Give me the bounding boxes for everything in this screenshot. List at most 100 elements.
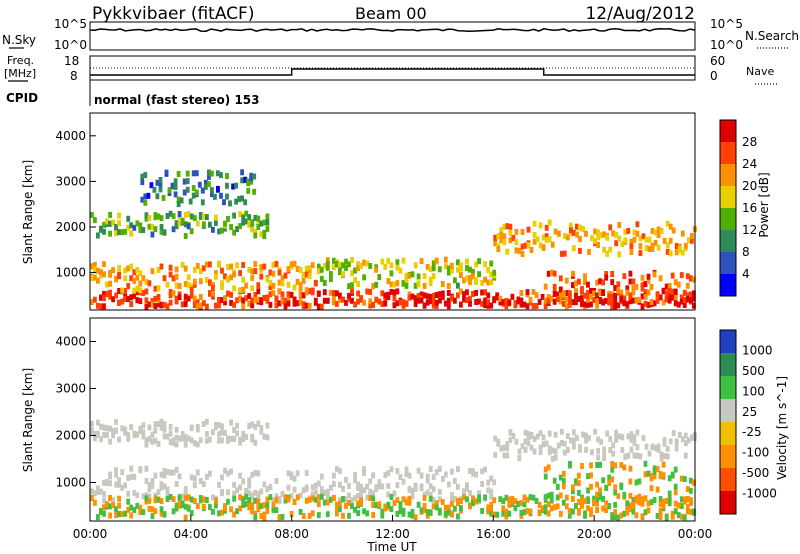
echo-cell: [620, 240, 625, 247]
echo-cell: [480, 300, 484, 307]
echo-cell: [549, 497, 554, 504]
colorbar-tick-label: -500: [742, 466, 769, 480]
echo-cell: [437, 465, 442, 472]
echo-cell: [598, 296, 602, 303]
echo-cell: [189, 228, 194, 235]
echo-cell: [195, 441, 200, 448]
echo-cell: [552, 504, 557, 511]
echo-cell: [93, 490, 97, 497]
echo-cell: [286, 300, 291, 307]
echo-cell: [440, 294, 445, 301]
echo-cell: [586, 293, 590, 300]
echo-cell: [622, 297, 627, 303]
echo-cell: [577, 472, 581, 479]
echo-cell: [419, 483, 424, 490]
echo-cell: [561, 300, 566, 307]
echo-cell: [353, 477, 357, 484]
echo-cell: [440, 281, 445, 287]
echo-cell: [292, 499, 297, 505]
echo-cell: [141, 290, 146, 296]
echo-cell: [631, 297, 636, 304]
echo-cell: [502, 233, 507, 240]
echo-cell: [93, 266, 97, 273]
echo-cell: [150, 506, 155, 513]
echo-cell: [516, 500, 521, 507]
echo-cell: [153, 497, 158, 504]
echo-cell: [114, 506, 118, 513]
echo-cell: [135, 285, 140, 292]
echo-cell: [680, 249, 685, 256]
echo-cell: [319, 275, 324, 282]
echo-cell: [586, 290, 590, 296]
echo-cell: [191, 170, 196, 177]
echo-cell: [262, 263, 267, 270]
echo-cell: [220, 489, 224, 495]
echo-cell: [205, 303, 209, 310]
echo-cell: [144, 441, 149, 448]
echo-cell: [419, 291, 424, 298]
echo-cell: [244, 210, 249, 217]
echo-cell: [120, 298, 125, 305]
echo-cell: [240, 177, 244, 184]
echo-cell: [332, 472, 336, 479]
echo-cell: [446, 269, 451, 276]
colorbar-tick-label: 16: [742, 201, 757, 215]
echo-cell: [528, 508, 533, 515]
echo-cell: [682, 476, 687, 483]
echo-cell: [219, 172, 223, 179]
echo-cell: [640, 303, 645, 310]
echo-cell: [189, 424, 194, 431]
echo-cell: [167, 187, 172, 194]
echo-cell: [180, 217, 185, 224]
echo-cell: [322, 263, 327, 269]
echo-cell: [453, 477, 457, 484]
echo-cell: [232, 511, 236, 518]
echo-cell: [150, 513, 155, 520]
echo-cell: [504, 298, 509, 304]
echo-cell: [413, 514, 418, 521]
echo-cell: [635, 221, 640, 228]
echo-cell: [111, 497, 115, 504]
echo-cell: [132, 287, 137, 294]
echo-cell: [216, 170, 220, 177]
echo-cell: [214, 497, 218, 504]
echo-cell: [668, 223, 673, 230]
echo-cell: [616, 302, 621, 309]
echo-cell: [186, 211, 191, 217]
echo-cell: [655, 291, 660, 298]
echo-cell: [256, 220, 261, 227]
echo-cell: [486, 479, 491, 486]
echo-cell: [431, 265, 436, 272]
echo-cell: [661, 299, 666, 306]
echo-cell: [622, 491, 627, 498]
echo-cell: [492, 297, 497, 304]
echo-cell: [322, 289, 327, 296]
echo-cell: [543, 508, 548, 515]
echo-cell: [664, 290, 669, 297]
echo-cell: [194, 170, 199, 177]
echo-cell: [244, 487, 249, 494]
echo-cell: [332, 264, 336, 271]
echo-cell: [225, 173, 229, 179]
echo-cell: [347, 296, 351, 303]
echo-cell: [662, 437, 667, 443]
echo-cell: [531, 303, 536, 310]
echo-cell: [332, 257, 336, 264]
echo-cell: [359, 262, 363, 269]
echo-cell: [422, 292, 427, 299]
time-tick-label: 00:00: [73, 527, 108, 541]
echo-cell: [322, 297, 327, 304]
echo-cell: [477, 271, 481, 278]
echo-cell: [514, 247, 519, 254]
echo-cell: [392, 500, 397, 507]
echo-cell: [465, 265, 469, 272]
echo-cell: [301, 303, 306, 310]
echo-cell: [581, 431, 585, 438]
echo-cell: [289, 493, 294, 500]
echo-cell: [265, 276, 270, 283]
echo-cell: [505, 445, 510, 452]
echo-cell: [434, 469, 439, 476]
echo-cell: [658, 513, 663, 520]
echo-cell: [679, 272, 684, 279]
echo-cell: [555, 503, 560, 510]
